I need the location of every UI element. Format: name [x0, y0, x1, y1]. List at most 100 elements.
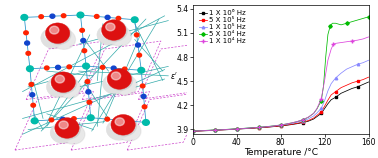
5 X 10⁴ Hz: [273, 125, 277, 127]
Circle shape: [60, 124, 84, 143]
1 X 10⁶ Hz: [245, 128, 250, 129]
Circle shape: [136, 43, 140, 47]
1 X 10⁴ Hz: [278, 124, 283, 126]
5 X 10⁴ Hz: [355, 19, 360, 21]
1 X 10⁴ Hz: [361, 38, 365, 40]
Circle shape: [85, 80, 90, 83]
1 X 10⁶ Hz: [325, 103, 330, 105]
Circle shape: [39, 15, 43, 18]
Circle shape: [106, 120, 130, 139]
X-axis label: Temperature /°C: Temperature /°C: [244, 148, 318, 157]
Circle shape: [102, 20, 126, 40]
1 X 10⁴ Hz: [212, 129, 217, 131]
1 X 10⁶ Hz: [319, 112, 324, 114]
5 X 10⁴ Hz: [328, 26, 332, 27]
Circle shape: [59, 121, 68, 129]
5 X 10⁵ Hz: [344, 84, 349, 86]
1 X 10⁵ Hz: [301, 120, 305, 122]
1 X 10⁵ Hz: [350, 66, 354, 68]
Circle shape: [111, 115, 135, 135]
Circle shape: [108, 70, 133, 90]
5 X 10⁴ Hz: [212, 129, 217, 131]
Circle shape: [62, 125, 85, 144]
Circle shape: [143, 120, 149, 125]
Circle shape: [72, 117, 76, 121]
Circle shape: [30, 93, 35, 97]
1 X 10⁶ Hz: [229, 129, 234, 131]
Circle shape: [117, 78, 125, 85]
1 X 10⁵ Hz: [361, 62, 365, 64]
5 X 10⁴ Hz: [311, 112, 316, 114]
1 X 10⁵ Hz: [251, 127, 256, 129]
5 X 10⁵ Hz: [234, 128, 239, 130]
5 X 10⁵ Hz: [218, 129, 223, 131]
Circle shape: [107, 77, 115, 85]
Circle shape: [106, 23, 115, 31]
Circle shape: [47, 24, 71, 44]
5 X 10⁵ Hz: [196, 130, 201, 132]
1 X 10⁵ Hz: [322, 100, 327, 102]
Line: 1 X 10⁴ Hz: 1 X 10⁴ Hz: [191, 35, 370, 133]
5 X 10⁵ Hz: [322, 105, 327, 107]
Circle shape: [80, 28, 84, 32]
1 X 10⁶ Hz: [207, 130, 212, 132]
5 X 10⁵ Hz: [223, 129, 228, 131]
1 X 10⁶ Hz: [240, 128, 245, 130]
1 X 10⁵ Hz: [278, 124, 283, 126]
Circle shape: [97, 25, 120, 45]
1 X 10⁵ Hz: [240, 128, 245, 129]
1 X 10⁶ Hz: [301, 122, 305, 124]
Circle shape: [111, 29, 120, 36]
5 X 10⁵ Hz: [267, 126, 272, 128]
Line: 1 X 10⁵ Hz: 1 X 10⁵ Hz: [192, 59, 370, 132]
Circle shape: [31, 103, 36, 107]
Circle shape: [50, 80, 59, 88]
5 X 10⁴ Hz: [324, 56, 328, 58]
Circle shape: [26, 66, 33, 72]
5 X 10⁵ Hz: [212, 129, 217, 131]
1 X 10⁴ Hz: [301, 119, 305, 121]
1 X 10⁴ Hz: [267, 125, 272, 127]
5 X 10⁴ Hz: [325, 33, 330, 35]
1 X 10⁶ Hz: [267, 126, 272, 128]
1 X 10⁵ Hz: [196, 130, 201, 132]
1 X 10⁶ Hz: [361, 83, 365, 85]
Circle shape: [21, 15, 28, 20]
Circle shape: [52, 30, 76, 49]
1 X 10⁵ Hz: [201, 130, 206, 131]
Circle shape: [86, 90, 91, 94]
Circle shape: [45, 31, 54, 39]
5 X 10⁵ Hz: [273, 125, 277, 127]
1 X 10⁶ Hz: [278, 125, 283, 127]
5 X 10⁴ Hz: [366, 16, 371, 18]
Circle shape: [41, 28, 64, 48]
Circle shape: [98, 26, 121, 45]
Circle shape: [138, 67, 145, 73]
1 X 10⁴ Hz: [329, 48, 333, 50]
1 X 10⁴ Hz: [350, 40, 354, 42]
1 X 10⁵ Hz: [333, 77, 338, 79]
1 X 10⁶ Hz: [339, 92, 343, 94]
Circle shape: [50, 14, 55, 18]
5 X 10⁴ Hz: [240, 128, 245, 129]
Circle shape: [54, 126, 63, 134]
1 X 10⁴ Hz: [218, 129, 223, 131]
5 X 10⁴ Hz: [229, 128, 234, 130]
Circle shape: [103, 21, 127, 41]
1 X 10⁵ Hz: [306, 118, 310, 120]
1 X 10⁵ Hz: [245, 127, 250, 129]
5 X 10⁴ Hz: [196, 130, 201, 132]
Circle shape: [26, 51, 31, 55]
1 X 10⁶ Hz: [196, 130, 201, 132]
Circle shape: [46, 77, 70, 97]
Circle shape: [108, 27, 132, 46]
Circle shape: [116, 118, 121, 122]
5 X 10⁴ Hz: [295, 121, 299, 123]
Circle shape: [24, 31, 28, 35]
1 X 10⁴ Hz: [240, 128, 245, 130]
1 X 10⁶ Hz: [306, 120, 310, 122]
Line: 5 X 10⁵ Hz: 5 X 10⁵ Hz: [192, 76, 370, 132]
Circle shape: [83, 63, 90, 69]
1 X 10⁵ Hz: [229, 128, 234, 130]
Circle shape: [67, 65, 71, 69]
